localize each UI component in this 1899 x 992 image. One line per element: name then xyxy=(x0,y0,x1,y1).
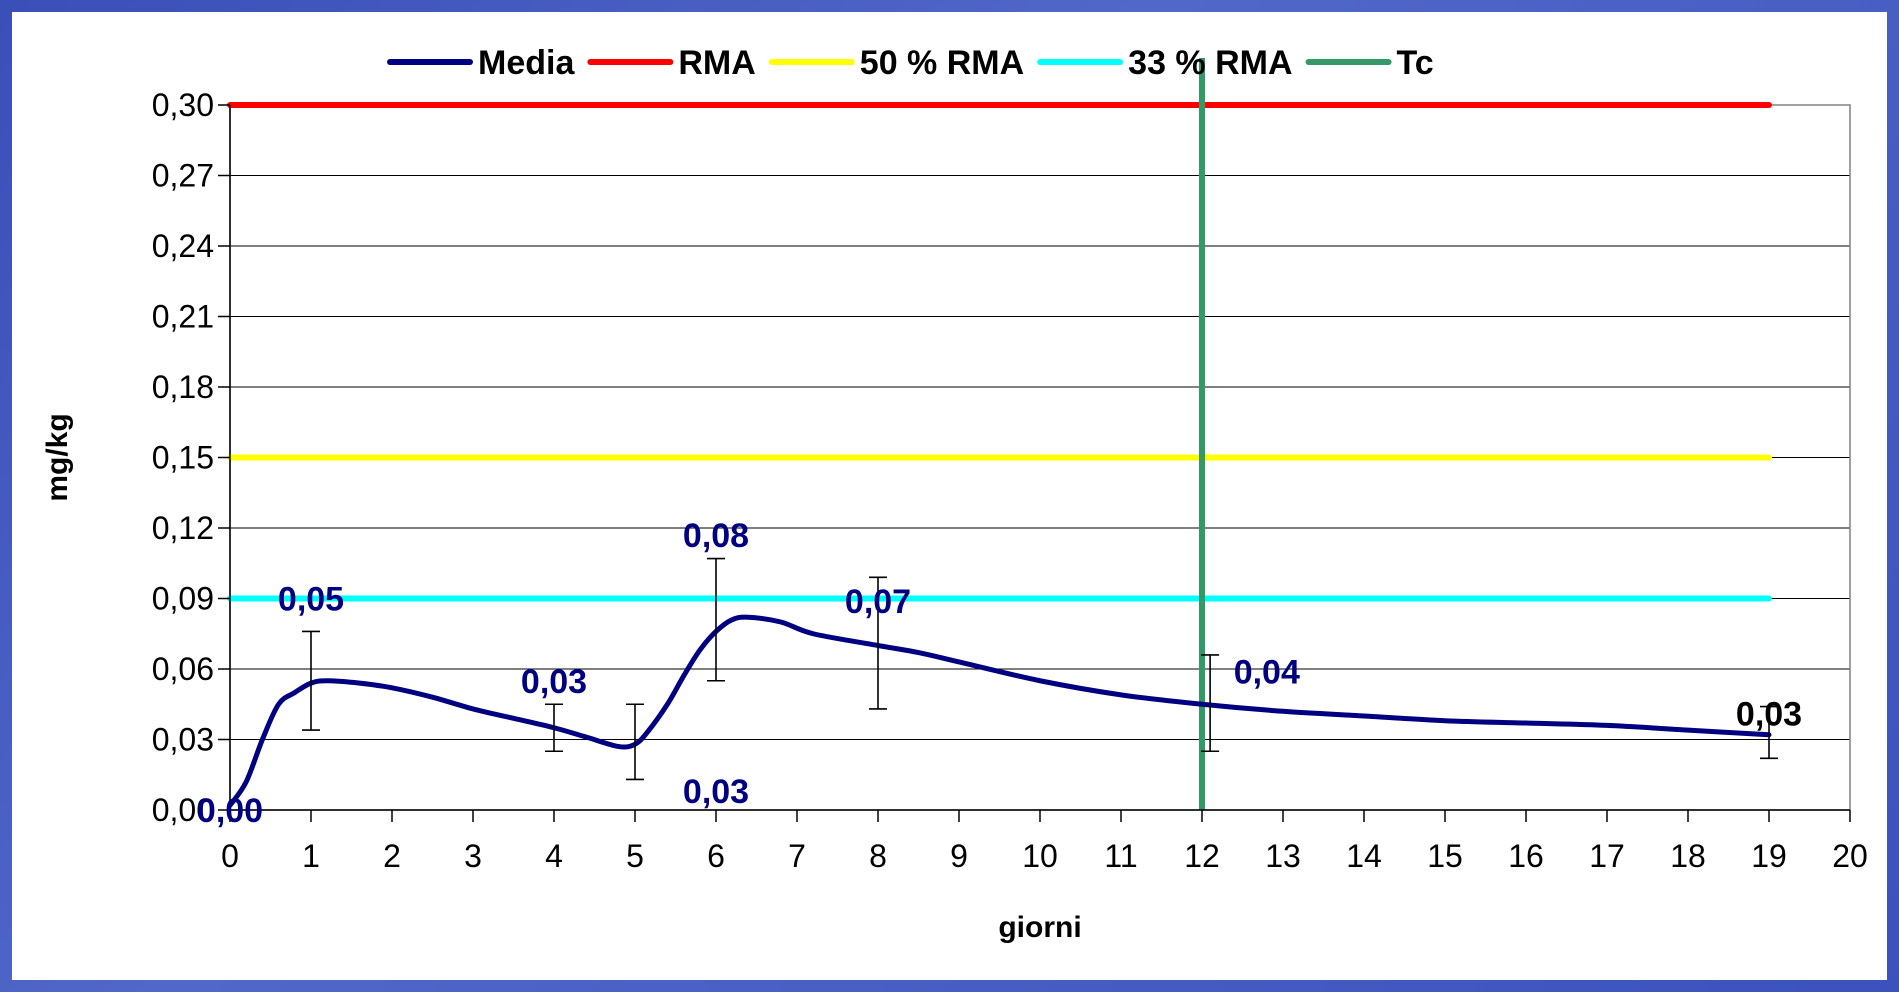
y-tick-label: 0,06 xyxy=(152,651,214,687)
y-tick-label: 0,15 xyxy=(152,440,214,476)
x-tick-label: 12 xyxy=(1184,838,1220,874)
legend-item: Tc xyxy=(1305,44,1434,82)
grid xyxy=(230,104,1850,740)
data-label: 0,03 xyxy=(683,773,749,811)
y-tick-label: 0,30 xyxy=(152,87,214,123)
error-bar xyxy=(626,703,644,781)
y-axis-title: mg/kg xyxy=(41,413,74,501)
x-tick-label: 0 xyxy=(221,838,239,874)
legend-label: Tc xyxy=(1397,44,1434,82)
legend-item: 50 % RMA xyxy=(768,44,1024,82)
legend-label: RMA xyxy=(678,44,755,82)
axes: 0 1 2 3 4 5 6 7 8 9 10 11 12 13 14 15 16 17 18 19 200,000,03… xyxy=(152,87,1868,874)
error-bar xyxy=(302,630,320,731)
data-label: 0,07 xyxy=(845,583,911,621)
x-tick-label: 17 xyxy=(1589,838,1625,874)
x-axis-title: giorni xyxy=(998,911,1081,944)
legend-item: RMA xyxy=(587,44,756,82)
data-label: 0,00 xyxy=(197,792,263,830)
chart-frame: 0 1 2 3 4 5 6 7 8 9 10 11 12 13 14 15 16 17 18 19 20 0,00 0,03… xyxy=(12,12,1887,980)
x-tick-label: 3 xyxy=(464,838,482,874)
reference-lines xyxy=(227,102,1772,602)
legend-label: 50 % RMA xyxy=(860,44,1024,82)
x-tick-label: 9 xyxy=(950,838,968,874)
x-tick-label: 2 xyxy=(383,838,401,874)
x-tick-label: 7 xyxy=(788,838,806,874)
y-tick-label: 0,27 xyxy=(152,158,214,194)
y-tick-label: 0,00 xyxy=(152,792,214,828)
y-tick-label: 0,09 xyxy=(152,581,214,617)
legend: Media RMA 50 % RMA 33 % RMA Tc xyxy=(387,44,1434,82)
y-tick-label: 0,03 xyxy=(152,722,214,758)
error-bar xyxy=(1201,654,1220,753)
error-bar xyxy=(1760,705,1778,760)
data-labels: 0,00 0,05 0,03 0,03 0,08 0,07 0,04 0,03 xyxy=(197,517,1802,830)
y-tick-label: 0,12 xyxy=(152,510,214,546)
error-bars xyxy=(302,557,1778,781)
x-tick-label: 13 xyxy=(1265,838,1301,874)
legend-label: 33 % RMA xyxy=(1128,44,1292,82)
legend-item: 33 % RMA xyxy=(1037,44,1293,82)
x-tick-label: 6 xyxy=(707,838,725,874)
data-label: 0,05 xyxy=(278,581,344,619)
x-tick-label: 16 xyxy=(1508,838,1544,874)
x-tick-label: 1 xyxy=(302,838,320,874)
x-tick-label: 10 xyxy=(1022,838,1058,874)
x-tick-label: 8 xyxy=(869,838,887,874)
y-tick-label: 0,24 xyxy=(152,228,214,264)
error-bar xyxy=(707,557,725,682)
x-tick-label: 4 xyxy=(545,838,563,874)
x-tick-label: 15 xyxy=(1427,838,1463,874)
x-tick-label: 19 xyxy=(1751,838,1787,874)
data-label: 0,08 xyxy=(683,517,749,555)
legend-label: Media xyxy=(478,44,575,82)
error-bar xyxy=(869,576,887,710)
x-tick-label: 18 xyxy=(1670,838,1706,874)
x-tick-label: 5 xyxy=(626,838,644,874)
x-tick-label: 11 xyxy=(1104,838,1137,874)
x-tick-label: 20 xyxy=(1832,838,1868,874)
series-group xyxy=(227,614,1772,808)
legend-item: Media xyxy=(387,44,575,82)
data-label: 0,03 xyxy=(1736,696,1802,734)
data-label: 0,03 xyxy=(521,663,587,701)
x-tick-label: 14 xyxy=(1346,838,1382,874)
y-tick-label: 0,18 xyxy=(152,369,214,405)
data-label: 0,04 xyxy=(1234,653,1300,691)
series-media-line xyxy=(227,614,1772,808)
line-chart: 0 1 2 3 4 5 6 7 8 9 10 11 12 13 14 15 16 17 18 19 200,000,03… xyxy=(41,44,1868,944)
error-bar xyxy=(545,703,563,753)
y-tick-label: 0,21 xyxy=(152,299,214,335)
